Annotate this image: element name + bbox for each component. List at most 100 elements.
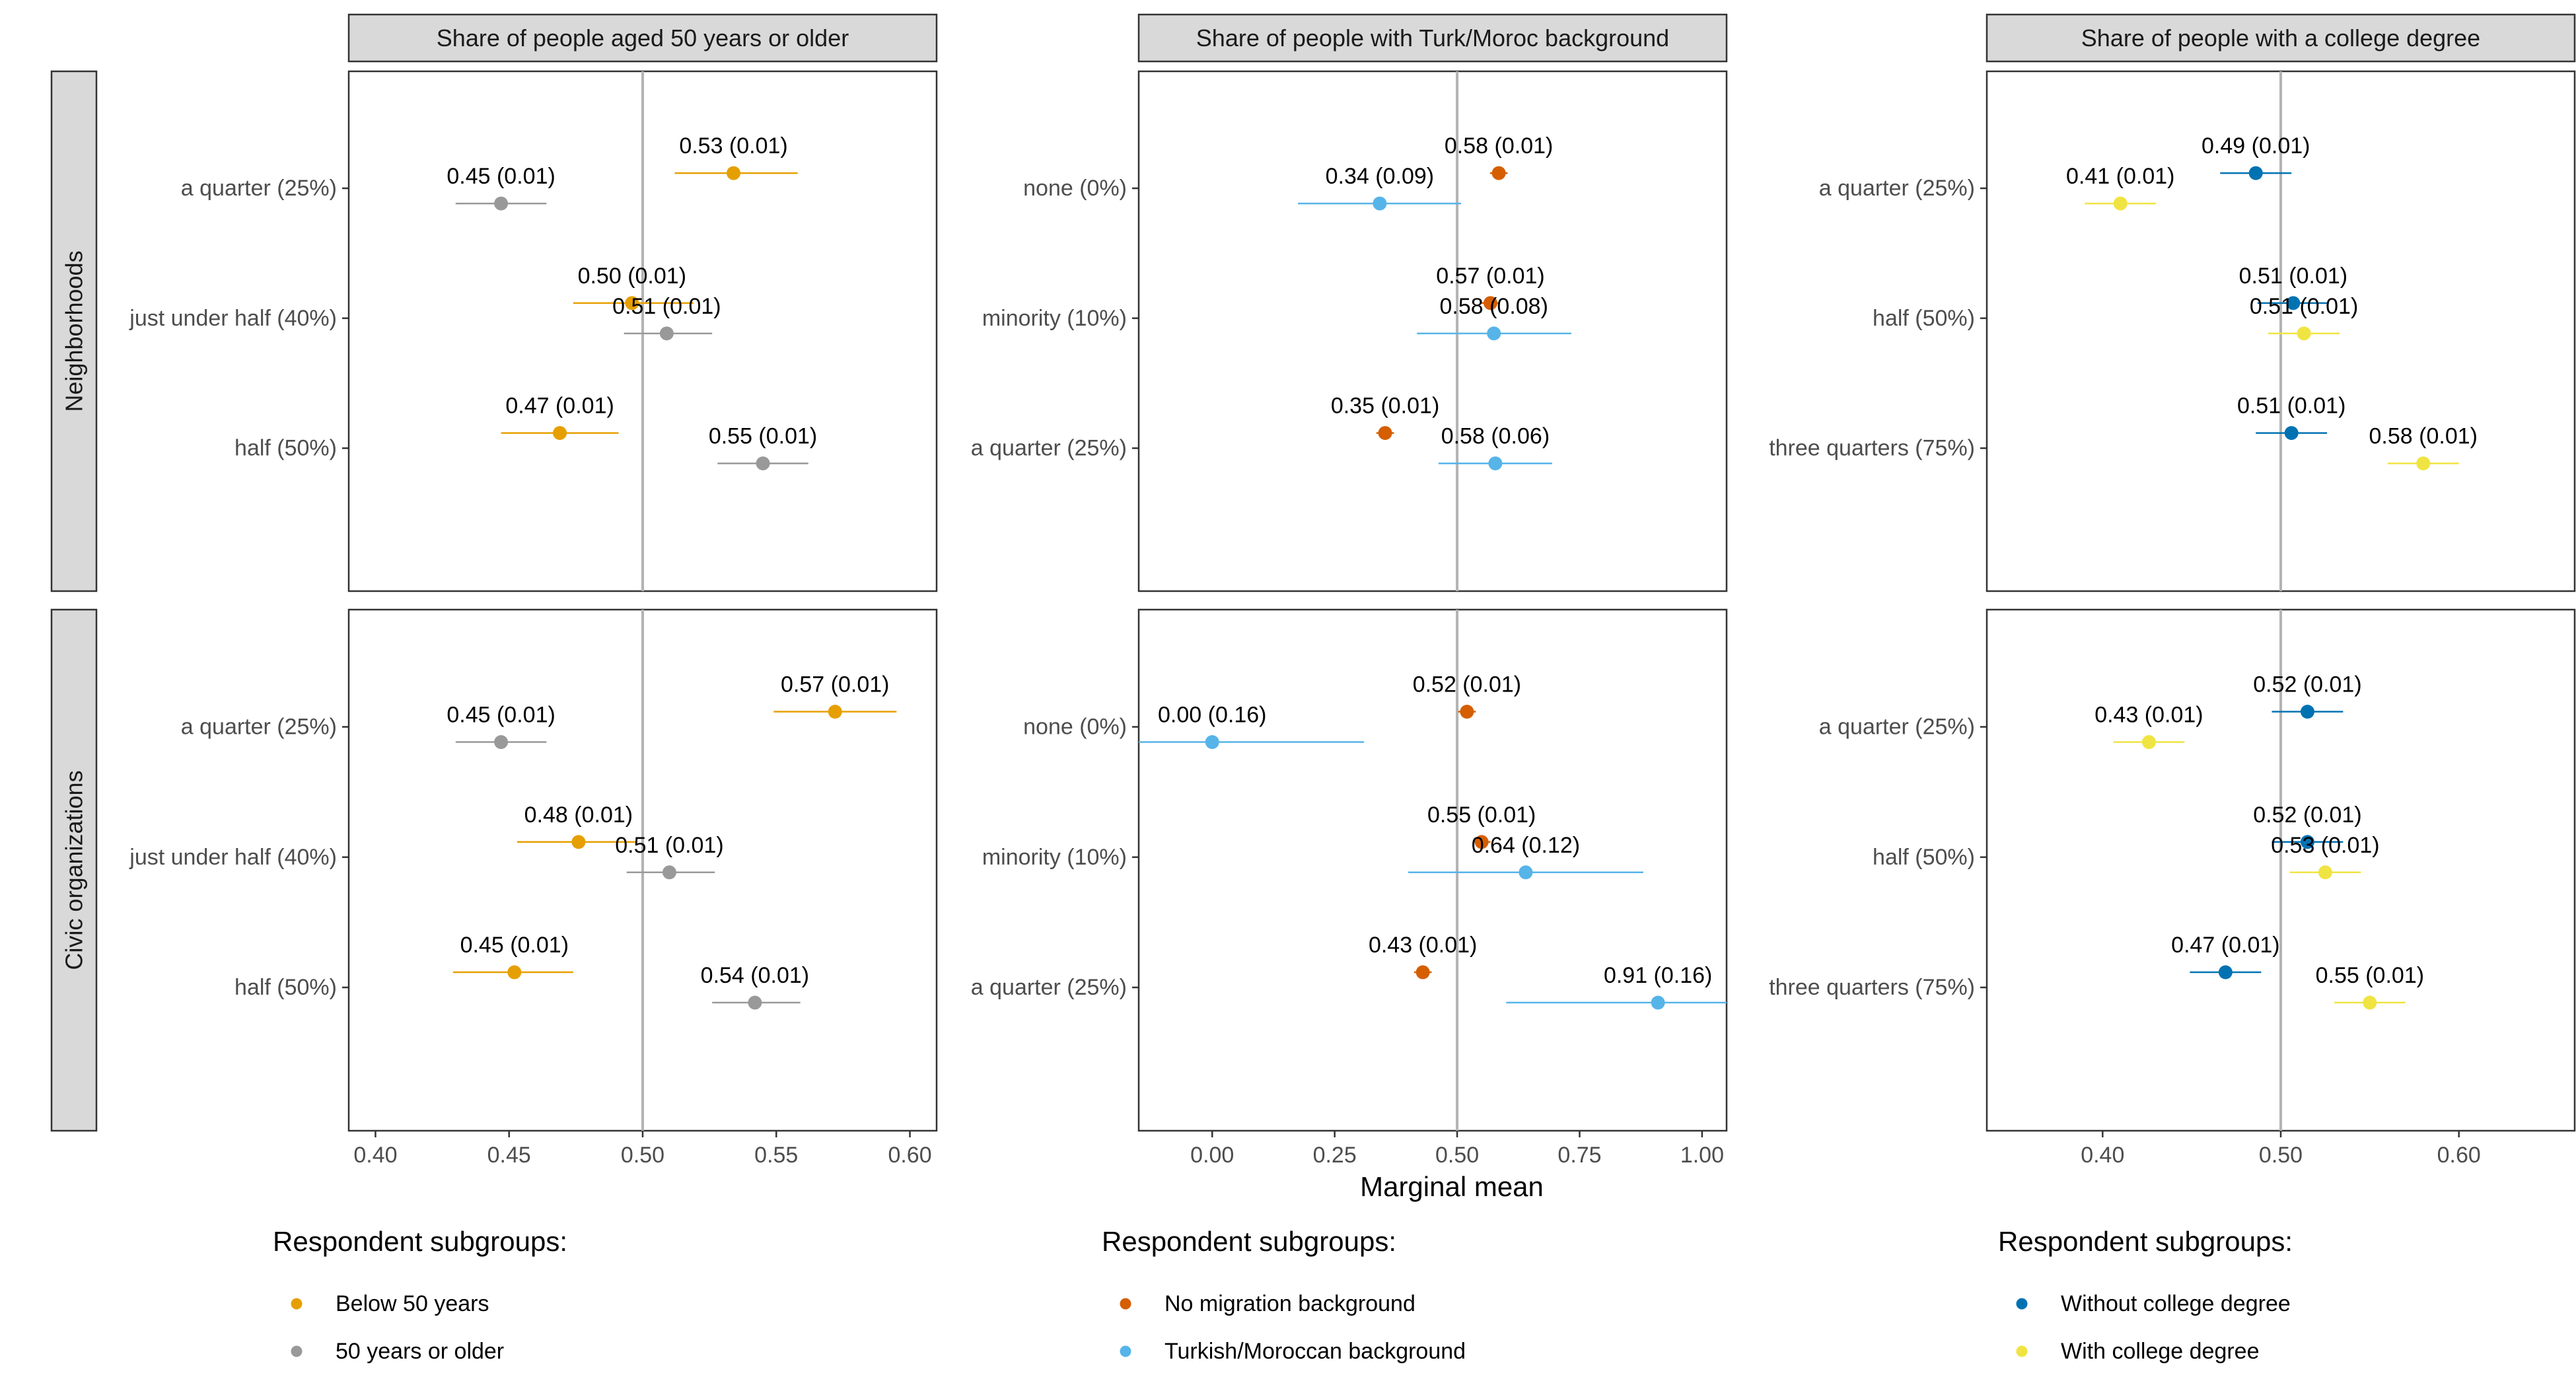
- row-strip-label: Neighborhoods: [61, 250, 88, 411]
- data-label: 0.47 (0.01): [505, 394, 614, 419]
- x-axis-title: Marginal mean: [1360, 1171, 1544, 1202]
- data-label: 0.57 (0.01): [781, 672, 889, 697]
- data-point: [756, 456, 770, 471]
- x-tick-label: 0.50: [621, 1143, 664, 1168]
- y-tick-label: none (0%): [1023, 176, 1127, 201]
- data-point: [2218, 965, 2233, 979]
- data-point: [1651, 995, 1665, 1010]
- data-point: [2300, 705, 2314, 719]
- data-point: [2248, 166, 2263, 180]
- data-label: 0.34 (0.09): [1326, 164, 1434, 189]
- data-point: [494, 735, 509, 750]
- legend-2: Respondent subgroups: No migration backgr…: [1102, 1226, 1466, 1364]
- data-label: 0.41 (0.01): [2066, 164, 2174, 189]
- legend-title: Respondent subgroups:: [1998, 1226, 2293, 1257]
- legend-swatch: [291, 1298, 303, 1310]
- legend-label: 50 years or older: [336, 1339, 504, 1364]
- data-label: 0.50 (0.01): [578, 264, 686, 289]
- y-tick-label: half (50%): [1873, 306, 1975, 331]
- data-point: [1488, 456, 1503, 471]
- legend-title: Respondent subgroups:: [273, 1226, 567, 1257]
- data-point: [2363, 995, 2377, 1010]
- data-label: 0.52 (0.01): [2253, 802, 2361, 828]
- y-tick-label: a quarter (25%): [1819, 715, 1975, 740]
- data-label: 0.45 (0.01): [460, 933, 569, 958]
- data-label: 0.58 (0.08): [1439, 294, 1548, 319]
- data-label: 0.55 (0.01): [1427, 802, 1536, 828]
- y-tick-label: none (0%): [1023, 715, 1127, 740]
- panel-title: Share of people with Turk/Moroc backgrou…: [1196, 24, 1669, 52]
- legend-label: Without college degree: [2061, 1291, 2291, 1316]
- data-label: 0.53 (0.01): [679, 133, 787, 159]
- y-tick-label: three quarters (75%): [1769, 975, 1975, 1000]
- data-point: [2297, 326, 2311, 341]
- x-tick-label: 0.50: [1435, 1143, 1479, 1168]
- data-label: 0.54 (0.01): [701, 963, 809, 988]
- x-tick-label: 0.75: [1557, 1143, 1601, 1168]
- panel-border: [1137, 608, 1728, 1132]
- legend-title: Respondent subgroups:: [1102, 1226, 1396, 1257]
- legend-label: With college degree: [2061, 1339, 2260, 1364]
- data-label: 0.91 (0.16): [1604, 963, 1712, 988]
- data-point: [625, 296, 639, 310]
- data-point: [1487, 326, 1501, 341]
- legend-1: Respondent subgroups: Below 50 years 50 ye…: [273, 1226, 567, 1364]
- y-tick-label: half (50%): [234, 436, 337, 461]
- legend-label: No migration background: [1164, 1291, 1415, 1316]
- facet-panel-3-2: a quarter (25%) half (50%) three quarters …: [1769, 608, 2576, 1168]
- data-label: 0.51 (0.01): [2239, 264, 2347, 289]
- y-tick-label: a quarter (25%): [971, 436, 1127, 461]
- data-label: 0.64 (0.12): [1472, 833, 1580, 858]
- y-tick-label: a quarter (25%): [971, 975, 1127, 1000]
- data-label: 0.58 (0.06): [1441, 424, 1550, 449]
- legend-3: Respondent subgroups: Without college deg…: [1998, 1226, 2293, 1364]
- data-label: 0.49 (0.01): [2201, 133, 2310, 159]
- data-point: [494, 196, 509, 211]
- x-tick-label: 0.40: [2081, 1143, 2124, 1168]
- row-strip-2: [50, 608, 98, 1132]
- y-tick-label: a quarter (25%): [1819, 176, 1975, 201]
- panel-strip-3: [1986, 13, 2576, 63]
- data-point: [2318, 865, 2332, 880]
- legend-label: Turkish/Moroccan background: [1164, 1339, 1466, 1364]
- data-point: [1491, 166, 1506, 180]
- y-tick-label: half (50%): [234, 975, 337, 1000]
- y-tick-label: minority (10%): [982, 845, 1127, 870]
- y-tick-label: just under half (40%): [129, 306, 337, 331]
- panel-strip-2: [1137, 13, 1728, 63]
- x-tick-label: 0.55: [754, 1143, 798, 1168]
- x-tick-label: 0.40: [353, 1143, 397, 1168]
- data-label: 0.58 (0.01): [1445, 133, 1553, 159]
- data-point: [1378, 426, 1392, 441]
- data-point: [2416, 456, 2431, 471]
- y-tick-label: three quarters (75%): [1769, 436, 1975, 461]
- data-point: [1460, 705, 1474, 719]
- x-tick-label: 0.60: [2437, 1143, 2481, 1168]
- data-label: 0.57 (0.01): [1436, 264, 1544, 289]
- data-label: 0.53 (0.01): [2271, 833, 2379, 858]
- data-point: [727, 166, 741, 180]
- data-point: [1373, 196, 1387, 211]
- data-point: [828, 705, 842, 719]
- data-label: 0.52 (0.01): [1413, 672, 1521, 697]
- legend-swatch: [2016, 1345, 2028, 1357]
- facet-panel-2-1: none (0%) minority (10%) a quarter (25%) 0.…: [971, 70, 1728, 592]
- y-tick-label: just under half (40%): [129, 845, 337, 870]
- data-label: 0.43 (0.01): [1369, 933, 1477, 958]
- legend-swatch: [1120, 1345, 1131, 1357]
- y-tick-label: a quarter (25%): [181, 176, 337, 201]
- panel-border: [1137, 70, 1728, 592]
- x-tick-label: 0.25: [1313, 1143, 1357, 1168]
- legend-swatch: [2016, 1298, 2028, 1310]
- y-tick-label: minority (10%): [982, 306, 1127, 331]
- facet-panel-1-1: a quarter (25%) just under half (40%) half…: [129, 70, 938, 592]
- x-tick-label: 0.50: [2259, 1143, 2303, 1168]
- panel-title: Share of people with a college degree: [2081, 24, 2480, 52]
- x-tick-label: 1.00: [1680, 1143, 1724, 1168]
- data-label: 0.47 (0.01): [2171, 933, 2279, 958]
- data-point: [1205, 735, 1219, 750]
- data-label: 0.51 (0.01): [2250, 294, 2358, 319]
- legend-swatch: [1120, 1298, 1131, 1310]
- data-label: 0.51 (0.01): [615, 833, 723, 858]
- data-point: [1415, 965, 1430, 979]
